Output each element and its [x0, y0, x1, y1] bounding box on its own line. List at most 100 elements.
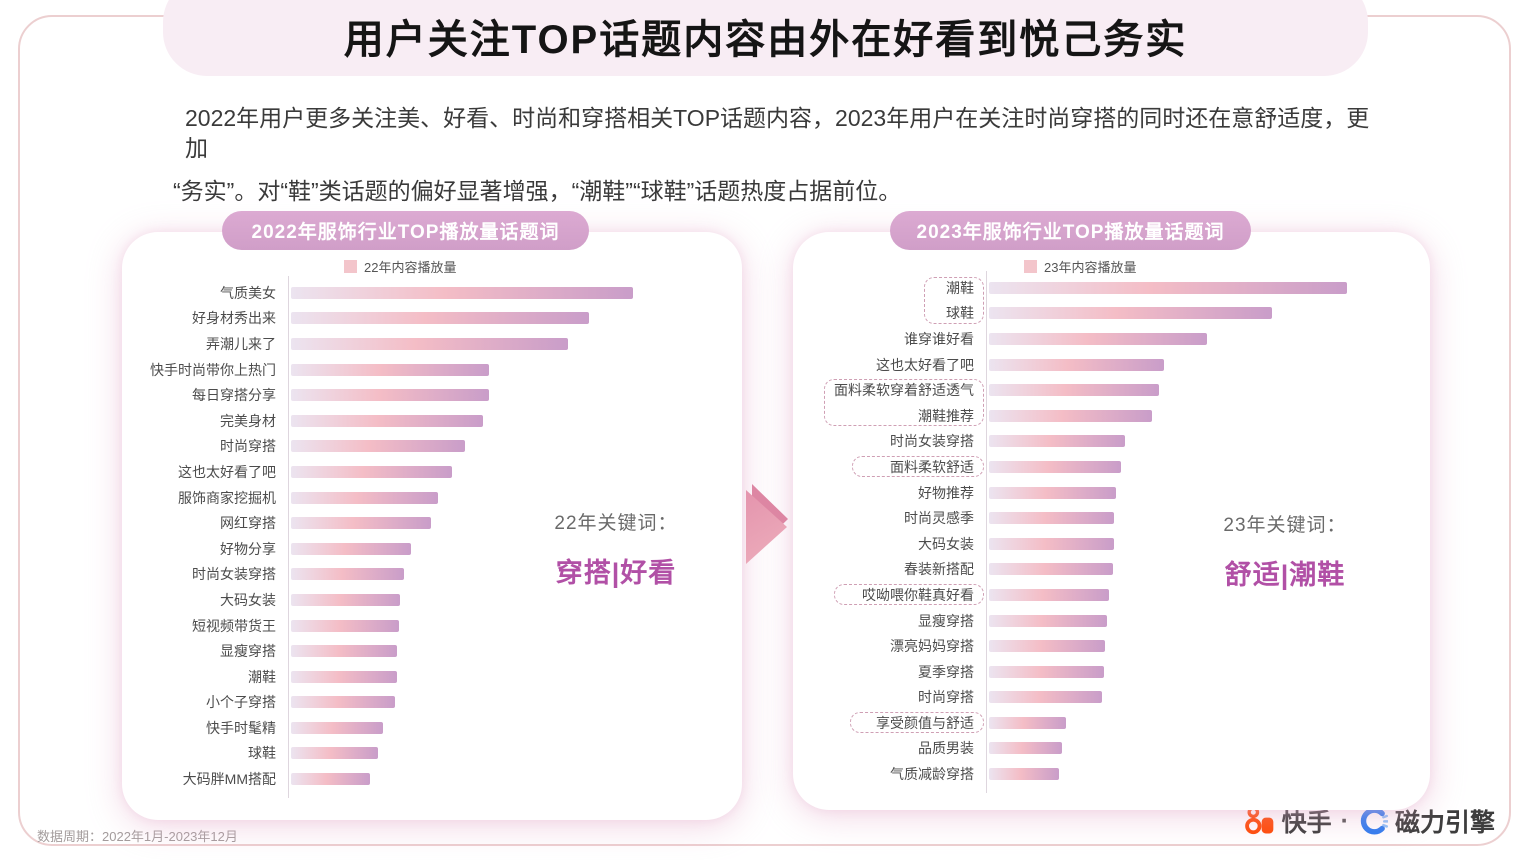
topic-row: 完美身材 — [122, 408, 742, 434]
legend-swatch-icon — [1024, 260, 1037, 273]
topic-row: 短视频带货王 — [122, 613, 742, 639]
topic-label: 完美身材 — [220, 412, 276, 429]
highlight-box — [834, 583, 984, 606]
topic-label: 谁穿谁好看 — [904, 330, 974, 347]
topic-bar — [291, 542, 411, 555]
topic-label: 面料柔软穿着舒适透气 — [834, 382, 974, 399]
cili-engine-logo-text: 磁力引擎 — [1394, 809, 1495, 837]
topic-label: 网红穿搭 — [220, 515, 276, 532]
topic-row: 夏季穿搭 — [793, 659, 1430, 685]
legend-swatch-icon — [344, 260, 357, 273]
topic-label: 服饰商家挖掘机 — [178, 489, 276, 506]
topic-row: 快手时尚带你上热门 — [122, 357, 742, 383]
topic-row: 享受颜值与舒适 — [793, 710, 1430, 736]
highlight-box — [824, 378, 984, 427]
topic-bar — [291, 593, 400, 606]
kuaishou-logo-text: 快手 — [1281, 809, 1332, 837]
description-line-2: “务实”。对“鞋”类话题的偏好显著增强，“潮鞋”“球鞋”话题热度占据前位。 — [173, 178, 902, 204]
topic-bar — [291, 440, 465, 453]
topic-label: 享受颜值与舒适 — [876, 714, 974, 731]
topic-row: 大码胖MM搭配 — [122, 766, 742, 792]
topic-bar — [291, 645, 397, 658]
topic-row: 气质美女 — [122, 280, 742, 306]
title-banner: 用户关注TOP话题内容由外在好看到悦己务实 — [163, 0, 1368, 76]
chart-card-2022: 22年内容播放量 气质美女好身材秀出来弄潮儿来了快手时尚带你上热门每日穿搭分享完… — [122, 232, 742, 820]
brand-footer: 快手 · 磁力引擎 — [1244, 803, 1495, 839]
topic-bar — [989, 281, 1347, 294]
topic-bar — [291, 465, 452, 478]
highlight-box — [852, 455, 984, 478]
topic-bar — [291, 286, 633, 299]
topic-label: 漂亮妈妈穿搭 — [890, 638, 974, 655]
description-line-1: 2022年用户更多关注美、好看、时尚和穿搭相关TOP话题内容，2023年用户在关… — [185, 105, 1370, 161]
topic-label: 夏季穿搭 — [918, 663, 974, 680]
topic-bar — [989, 409, 1152, 422]
topic-row: 每日穿搭分享 — [122, 382, 742, 408]
topic-label: 潮鞋 — [248, 668, 276, 685]
description: 2022年用户更多关注美、好看、时尚和穿搭相关TOP话题内容，2023年用户在关… — [173, 103, 1390, 206]
topic-row: 漂亮妈妈穿搭 — [793, 633, 1430, 659]
topic-label: 显瘦穿搭 — [918, 612, 974, 629]
topic-label: 球鞋 — [946, 305, 974, 322]
topic-label: 潮鞋 — [946, 279, 974, 296]
keyword-annotation-2022: 22年关键词： 穿搭|好看 — [506, 508, 726, 590]
y-axis-line — [986, 271, 987, 793]
topic-row: 气质减龄穿搭 — [793, 761, 1430, 787]
topic-label: 面料柔软舒适 — [890, 458, 974, 475]
topic-row: 快手时髦精 — [122, 715, 742, 741]
topic-row: 潮鞋推荐 — [793, 403, 1430, 429]
topic-row: 显瘦穿搭 — [793, 608, 1430, 634]
topic-row: 这也太好看了吧 — [793, 352, 1430, 378]
topic-bar — [989, 537, 1114, 550]
topic-bar — [989, 588, 1109, 601]
keyword-annotation-2023: 23年关键词： 舒适|潮鞋 — [1175, 510, 1395, 592]
topic-row: 面料柔软舒适 — [793, 454, 1430, 480]
topic-row: 好物推荐 — [793, 480, 1430, 506]
topic-row: 好身材秀出来 — [122, 306, 742, 332]
data-period-note: 数据周期：2022年1月-2023年12月 — [37, 829, 238, 844]
topic-bar — [291, 773, 370, 786]
topic-row: 显瘦穿搭 — [122, 638, 742, 664]
topic-row: 球鞋 — [793, 301, 1430, 327]
topic-row: 时尚女装穿搭 — [793, 429, 1430, 455]
kuaishou-logo-icon — [1244, 806, 1273, 835]
topic-bar — [989, 486, 1116, 499]
topic-label: 快手时髦精 — [206, 719, 276, 736]
topic-bar — [291, 619, 399, 632]
topic-row: 大码女装 — [793, 531, 1430, 557]
topic-label: 大码胖MM搭配 — [182, 771, 276, 788]
legend-label: 22年内容播放量 — [364, 260, 457, 275]
topic-label: 时尚女装穿搭 — [192, 566, 276, 583]
chart-card-2023: 23年内容播放量 潮鞋球鞋谁穿谁好看这也太好看了吧面料柔软穿着舒适透气潮鞋推荐时… — [793, 232, 1430, 810]
topic-bar — [989, 691, 1102, 704]
topic-label: 弄潮儿来了 — [206, 335, 276, 352]
topic-label: 春装新搭配 — [904, 561, 974, 578]
topic-label: 大码女装 — [918, 535, 974, 552]
topic-row: 好物分享 — [122, 536, 742, 562]
topic-label: 时尚女装穿搭 — [890, 433, 974, 450]
topic-bar — [291, 747, 378, 760]
topic-bar — [989, 384, 1159, 397]
topic-bar — [989, 742, 1062, 755]
topic-bar — [989, 640, 1105, 653]
topic-bar — [989, 460, 1121, 473]
cili-engine-logo-icon — [1360, 807, 1388, 835]
topic-label: 显瘦穿搭 — [220, 643, 276, 660]
topic-label: 气质美女 — [220, 284, 276, 301]
topic-label: 时尚灵感季 — [904, 510, 974, 527]
topic-label: 这也太好看了吧 — [876, 356, 974, 373]
brand-separator: · — [1340, 806, 1349, 835]
topic-label: 快手时尚带你上热门 — [150, 361, 276, 378]
topic-bar — [291, 312, 589, 325]
legend-label: 23年内容播放量 — [1044, 260, 1137, 275]
topic-bar — [291, 670, 397, 683]
topic-bar — [989, 358, 1164, 371]
highlight-box — [850, 711, 984, 734]
topic-row: 时尚穿搭 — [122, 434, 742, 460]
topic-row: 时尚女装穿搭 — [122, 562, 742, 588]
topic-bar — [989, 307, 1272, 320]
y-axis-line — [288, 276, 289, 798]
topic-label: 好物分享 — [220, 540, 276, 557]
chart-header-2023: 2023年服饰行业TOP播放量话题词 — [890, 211, 1251, 250]
